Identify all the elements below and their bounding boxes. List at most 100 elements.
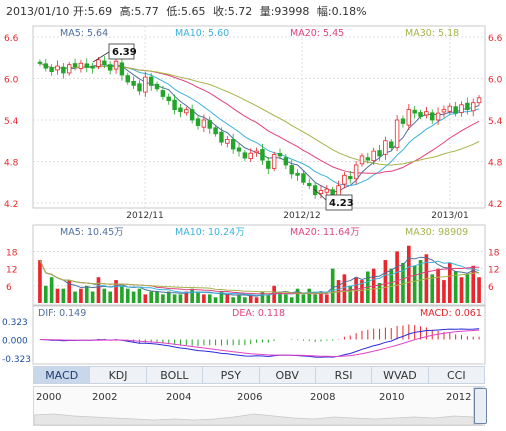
volume-bar bbox=[131, 291, 136, 303]
candle-body bbox=[383, 140, 388, 155]
vol-legend-ma10: MA10: 10.24万 bbox=[175, 227, 245, 238]
candle-body bbox=[283, 157, 289, 166]
volume-bar bbox=[43, 285, 48, 303]
candle-body bbox=[201, 119, 207, 128]
volume-bar bbox=[295, 288, 300, 303]
candle-body bbox=[441, 109, 447, 113]
volume-bar bbox=[55, 288, 60, 303]
volume-bar bbox=[447, 262, 452, 303]
volume-bar bbox=[442, 280, 446, 303]
candle-body bbox=[119, 62, 125, 76]
price-tick-right: 6.0 bbox=[488, 76, 503, 86]
volume-bar bbox=[272, 285, 276, 303]
candle-body bbox=[359, 155, 365, 165]
candle-body bbox=[271, 154, 277, 169]
candle-body bbox=[37, 61, 43, 64]
volume-bar bbox=[178, 294, 183, 303]
quote-high: 高:5.77 bbox=[119, 5, 159, 18]
candle-body bbox=[90, 66, 95, 69]
timeline-year: 2000 bbox=[36, 392, 61, 403]
candle-body bbox=[301, 173, 306, 183]
volume-bar bbox=[196, 291, 200, 303]
candle-body bbox=[225, 138, 230, 144]
tab-wvad[interactable]: WVAD bbox=[372, 366, 429, 384]
volume-bar bbox=[155, 291, 159, 303]
quote-volume: 量:93998 bbox=[259, 5, 310, 18]
volume-bar bbox=[96, 277, 101, 303]
macd-legend-dif: DIF: 0.149 bbox=[38, 308, 86, 319]
volume-bar bbox=[67, 280, 72, 303]
volume-bar bbox=[436, 268, 440, 303]
date-tick-label: 2013/01 bbox=[431, 211, 468, 221]
volume-bar bbox=[418, 260, 423, 303]
volume-bar bbox=[143, 294, 148, 303]
candle-body bbox=[342, 174, 347, 185]
candle-body bbox=[371, 150, 376, 162]
volume-bar bbox=[471, 265, 476, 303]
tab-psy[interactable]: PSY bbox=[203, 366, 260, 384]
quote-close: 收:5.72 bbox=[213, 5, 253, 18]
candle-body bbox=[213, 127, 218, 135]
candle-body bbox=[131, 81, 136, 86]
candle-body bbox=[143, 76, 148, 93]
volume-bar bbox=[360, 280, 364, 303]
volume-bar bbox=[137, 288, 142, 303]
volume-axis-ticks: 18 18 12 12 6 6 bbox=[6, 248, 500, 292]
vol-ma30-line bbox=[39, 259, 480, 294]
dea-line bbox=[39, 329, 480, 358]
min-marker-label: 4.23 bbox=[329, 198, 354, 209]
timeline-handle[interactable] bbox=[474, 388, 487, 424]
volume-tick-left: 18 bbox=[6, 248, 18, 258]
volume-bar bbox=[219, 291, 224, 303]
ma30-line bbox=[39, 62, 480, 166]
volume-bar bbox=[49, 277, 54, 303]
max-marker-box bbox=[108, 43, 135, 60]
candle-body bbox=[406, 109, 412, 126]
candle-body bbox=[166, 96, 171, 102]
candle-body bbox=[277, 153, 283, 157]
tab-obv[interactable]: OBV bbox=[259, 366, 316, 384]
tab-cci[interactable]: CCI bbox=[428, 366, 485, 384]
tab-macd[interactable]: MACD bbox=[33, 366, 91, 384]
timeline-year: 2008 bbox=[310, 392, 335, 403]
price-panel-frame bbox=[32, 25, 486, 209]
volume-bar bbox=[453, 271, 458, 303]
candle-body bbox=[55, 65, 60, 71]
tab-boll[interactable]: BOLL bbox=[146, 366, 204, 384]
candle-body bbox=[418, 112, 423, 117]
candle-body bbox=[236, 147, 242, 152]
volume-bar bbox=[61, 288, 66, 303]
candle-body bbox=[400, 118, 406, 124]
candle-body bbox=[307, 182, 312, 187]
quote-low: 低:5.65 bbox=[166, 5, 206, 18]
volume-bar bbox=[79, 288, 83, 303]
tab-rsi[interactable]: RSI bbox=[315, 366, 373, 384]
volume-bar bbox=[108, 291, 113, 303]
volume-bar bbox=[237, 294, 241, 303]
volume-bar bbox=[90, 291, 95, 303]
volume-bar bbox=[184, 291, 189, 303]
timeline-svg: 2000 2002 2004 2006 2008 2010 2012 bbox=[34, 387, 483, 425]
volume-bar bbox=[313, 294, 317, 303]
volume-bar bbox=[202, 294, 206, 303]
candle-body bbox=[66, 64, 72, 74]
quote-date: 2013/01/10 bbox=[6, 5, 70, 18]
volume-bar bbox=[330, 268, 335, 303]
price-tick-left: 4.2 bbox=[4, 200, 18, 210]
volume-tick-left: 12 bbox=[6, 266, 17, 276]
timeline-navigator[interactable]: 2000 2002 2004 2006 2008 2010 2012 bbox=[33, 386, 487, 426]
vol-ma10-line bbox=[39, 259, 480, 296]
tab-kdj[interactable]: KDJ bbox=[90, 366, 147, 384]
max-marker-label: 6.39 bbox=[112, 47, 137, 58]
candlestick-series bbox=[37, 55, 482, 201]
candle-body bbox=[295, 172, 300, 176]
candle-body bbox=[61, 66, 66, 74]
candle-body bbox=[318, 190, 324, 194]
volume-bar bbox=[406, 245, 411, 303]
candle-body bbox=[72, 63, 78, 68]
price-tick-left: 6.6 bbox=[4, 34, 19, 44]
volume-bar bbox=[114, 280, 118, 303]
candle-body bbox=[471, 102, 476, 112]
moving-average-lines bbox=[39, 62, 480, 192]
volume-bar bbox=[395, 251, 399, 303]
